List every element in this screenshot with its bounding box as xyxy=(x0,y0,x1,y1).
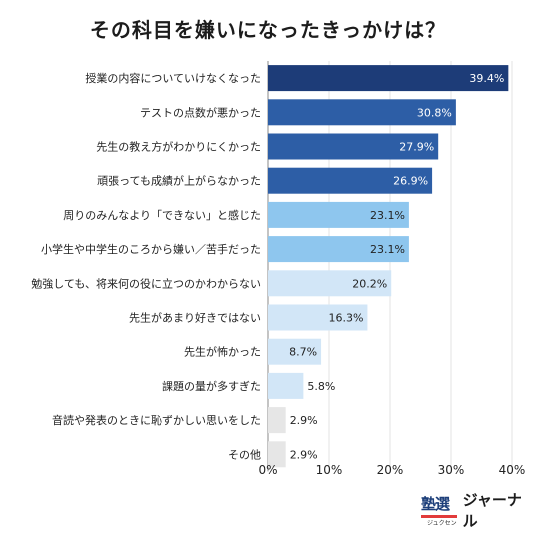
brand-name: ジャーナル xyxy=(462,491,522,530)
category-label: 先生の教え方がわかりにくかった xyxy=(96,140,261,154)
value-label: 30.8% xyxy=(417,106,452,119)
bar xyxy=(268,236,409,263)
bar xyxy=(268,407,286,434)
value-label: 27.9% xyxy=(399,141,434,154)
category-label: 頑張っても成績が上がらなかった xyxy=(97,174,261,188)
grid-lines xyxy=(267,61,513,472)
value-label: 8.7% xyxy=(289,346,317,359)
bar xyxy=(268,372,304,399)
bar xyxy=(268,65,509,92)
value-label: 23.1% xyxy=(370,209,405,222)
value-labels: 39.4% 30.8% 27.9% 26.9% 23.1% 23.1% 20.2% 16.3%… xyxy=(289,72,504,461)
bar xyxy=(268,167,433,194)
value-label: 16.3% xyxy=(328,312,363,325)
x-axis-ticks: 0% 10% 20% 30% 40% xyxy=(258,463,525,477)
bars xyxy=(268,65,509,468)
category-label: その他 xyxy=(228,448,261,461)
category-label: 小学生や中学生のころから嫌い／苦手だった xyxy=(41,242,261,256)
x-tick-label: 20% xyxy=(377,463,404,477)
bar xyxy=(268,133,439,160)
category-label: テストの点数が悪かった xyxy=(140,105,261,119)
chart-title: その科目を嫌いになったきっかけは？ xyxy=(89,18,447,42)
category-label: 音読や発表のときに恥ずかしい思いをした xyxy=(52,413,261,427)
value-label: 39.4% xyxy=(469,72,504,85)
logo-underline xyxy=(421,515,457,518)
brand-logo: 塾選 ジュクセン ジャーナル xyxy=(421,491,536,530)
bar xyxy=(268,99,456,126)
logo-kana: ジュクセン xyxy=(427,520,457,527)
value-label: 26.9% xyxy=(393,175,428,188)
logo-kanji: 塾選 xyxy=(421,495,450,513)
bar xyxy=(268,338,322,365)
bar xyxy=(268,304,368,331)
value-label: 20.2% xyxy=(352,277,387,290)
category-label: 勉強しても、将来何の役に立つのかわからない xyxy=(31,276,261,290)
bar xyxy=(268,270,392,297)
category-label: 先生があまり好きではない xyxy=(129,311,261,325)
category-label: 課題の量が多すぎた xyxy=(162,379,261,393)
category-label: 周りのみんなより「できない」と感じた xyxy=(63,209,261,222)
x-tick-label: 0% xyxy=(258,463,277,477)
category-label: 授業の内容についていけなくなった xyxy=(85,71,261,85)
category-labels: 授業の内容についていけなくなったテストの点数が悪かった先生の教え方がわかりにくか… xyxy=(31,71,261,461)
value-label: 2.9% xyxy=(290,448,318,461)
value-label: 2.9% xyxy=(290,414,318,427)
bar xyxy=(268,441,286,468)
value-label: 23.1% xyxy=(370,243,405,256)
bar xyxy=(268,201,409,228)
category-label: 先生が怖かった xyxy=(184,345,261,359)
x-tick-label: 40% xyxy=(499,463,526,477)
x-tick-label: 10% xyxy=(316,463,343,477)
value-label: 5.8% xyxy=(307,380,335,393)
x-tick-label: 30% xyxy=(438,463,465,477)
juku-sen-logo-icon: 塾選 ジュクセン xyxy=(421,493,457,527)
